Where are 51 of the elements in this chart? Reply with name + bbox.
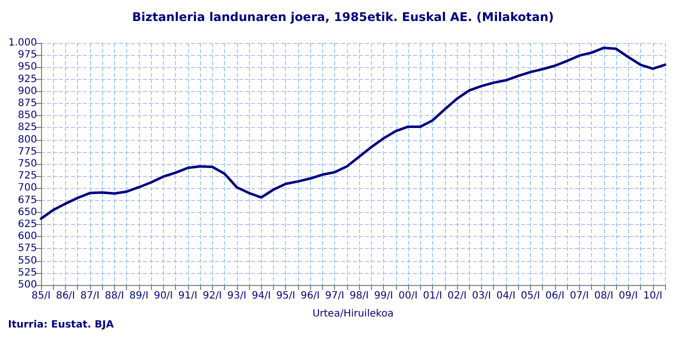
x-tick-label: 93/I: [227, 290, 246, 302]
y-tick-label: 825: [18, 122, 37, 134]
y-tick-label: 575: [18, 243, 37, 254]
line-series: [40, 46, 666, 220]
y-tick-label: 600: [18, 231, 37, 242]
y-tick-label: 725: [18, 170, 37, 182]
y-tick-label: 900: [18, 86, 37, 97]
x-tick-label: 88/I: [104, 290, 124, 302]
y-tick-label: 700: [18, 182, 37, 194]
y-tick-label: 950: [18, 62, 37, 73]
x-tick-label: 95/I: [276, 290, 296, 302]
x-tick-label: 10/I: [643, 290, 662, 302]
x-tick-label: 96/I: [300, 290, 320, 302]
y-tick-label: 525: [18, 267, 37, 278]
y-tick-label: 625: [18, 219, 37, 230]
x-tick-label: 04/I: [496, 290, 516, 302]
x-tick-label: 01/I: [423, 290, 442, 302]
x-tick-label: 85/I: [31, 290, 51, 302]
y-tick-label: 550: [18, 255, 37, 266]
x-tick-label: 90/I: [154, 290, 173, 302]
y-tick-label: 775: [18, 146, 37, 158]
x-tick-label: 07/I: [570, 290, 589, 302]
y-tick-label: 850: [18, 110, 37, 122]
y-tick-label: 925: [18, 74, 37, 85]
x-axis-title: Urtea/Hiruilekoa: [312, 308, 394, 320]
chart-title: Biztanleria landunaren joera, 1985etik. Euskal AE. (Milakotan): [132, 10, 554, 24]
x-tick-label: 91/I: [178, 290, 198, 302]
y-tick-label: 650: [18, 206, 37, 218]
x-tick-label: 98/I: [350, 290, 369, 302]
y-tick-label: 1.000: [8, 38, 37, 48]
y-tick-label: 875: [18, 98, 37, 109]
x-tick-label: 02/I: [447, 290, 467, 302]
x-tick-label: 08/I: [594, 290, 614, 302]
x-tick-label: 99/I: [374, 290, 394, 302]
x-tick-label: 94/I: [252, 290, 271, 302]
y-tick-label: 500: [18, 280, 37, 290]
x-tick-label: 92/I: [202, 290, 222, 302]
x-tick-label: 05/I: [520, 290, 540, 302]
text: Iturria: Eustat. BJA: [8, 320, 114, 330]
y-tick-label: 975: [18, 50, 37, 61]
x-tick-label: 86/I: [56, 290, 75, 302]
x-tick-label: 00/I: [398, 290, 418, 302]
y-tick-label: 675: [18, 194, 37, 206]
x-tick-label: 06/I: [545, 290, 564, 302]
y-tick-label: 800: [18, 134, 37, 146]
x-tick-label: 09/I: [618, 290, 638, 302]
x-tick-label: 97/I: [325, 290, 344, 302]
x-tick-label: 03/I: [472, 290, 491, 302]
x-tick-label: 87/I: [80, 290, 100, 302]
x-tick-label: 89/I: [129, 290, 148, 302]
y-tick-label: 750: [18, 158, 37, 170]
